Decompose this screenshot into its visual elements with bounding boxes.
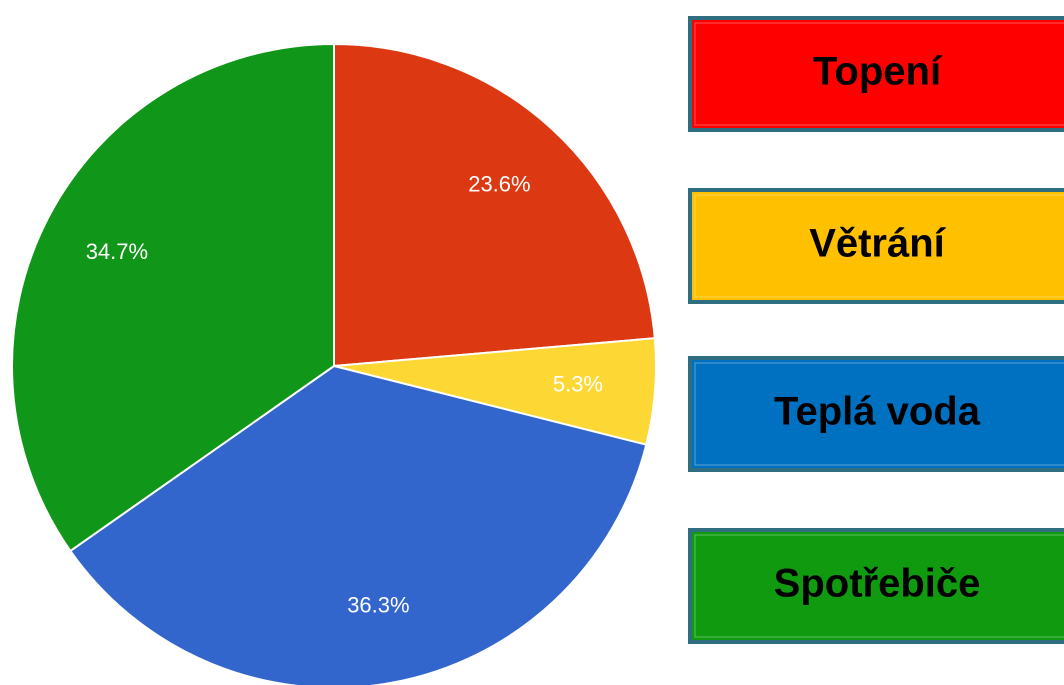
- legend-box-inner: [694, 534, 1064, 638]
- legend-box: [688, 188, 1064, 304]
- pie-slice: [11, 42, 335, 553]
- value-label: 23.6%: [468, 171, 530, 196]
- legend-label: Spotřebiče: [774, 562, 981, 606]
- value-label: 36.3%: [347, 592, 409, 617]
- legend-box-inner: [694, 194, 1064, 298]
- legend-label: Topení: [813, 50, 943, 94]
- value-label: 5.3%: [553, 371, 603, 396]
- pie-slice: [333, 42, 656, 368]
- pie-slice: [68, 364, 648, 685]
- legend-box-inner: [694, 22, 1064, 126]
- legend-label: Teplá voda: [774, 390, 981, 434]
- legend-label: Větrání: [809, 222, 946, 266]
- value-label: 34.7%: [86, 239, 148, 264]
- legend-box: [688, 16, 1064, 132]
- legend-box: [688, 356, 1064, 472]
- legend-box-inner: [694, 362, 1064, 466]
- legend-box: [688, 528, 1064, 644]
